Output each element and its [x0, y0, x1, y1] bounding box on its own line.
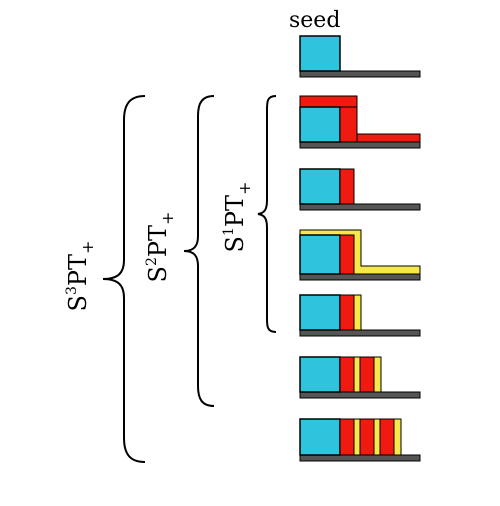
- base-strip: [299, 273, 421, 281]
- red-tile: [339, 418, 355, 456]
- assembly-row-seed: [299, 35, 421, 78]
- red-tile: [359, 356, 375, 393]
- yellow-tile: [373, 356, 382, 393]
- red-tile: [339, 106, 358, 143]
- brace-label-s1: S1PT+: [221, 182, 254, 253]
- assembly-row-7: [299, 418, 421, 462]
- seed-tile: [299, 35, 341, 72]
- brace-s1: [257, 95, 277, 333]
- yellow-tile: [353, 418, 361, 456]
- yellow-tile: [353, 356, 361, 393]
- base-strip: [299, 203, 421, 211]
- brace-label-s2: S2PT+: [144, 212, 177, 283]
- red-tile: [359, 418, 375, 456]
- brace-s2: [183, 95, 215, 407]
- svg-text:S1PT+: S1PT+: [221, 182, 254, 253]
- base-strip: [299, 141, 421, 149]
- assembly-row-2: [299, 95, 421, 149]
- yellow-tile: [373, 418, 381, 456]
- base-strip: [299, 329, 421, 337]
- base-strip: [299, 70, 421, 78]
- brace-label-s3: S3PT+: [64, 241, 97, 312]
- seed-tile: [299, 294, 341, 331]
- red-tile: [339, 234, 355, 275]
- base-strip: [299, 454, 421, 462]
- brace-s3: [102, 95, 146, 463]
- svg-text:S3PT+: S3PT+: [64, 241, 97, 312]
- assembly-row-4: [299, 229, 421, 281]
- yellow-tile: [353, 294, 362, 331]
- assembly-row-3: [299, 168, 421, 211]
- assembly-row-6: [299, 356, 421, 399]
- seed-label: seed: [289, 8, 340, 33]
- red-tile: [339, 356, 355, 393]
- seed-tile: [299, 234, 341, 275]
- base-strip: [299, 391, 421, 399]
- red-tile: [339, 294, 355, 331]
- seed-tile: [299, 168, 341, 205]
- red-tile: [339, 168, 355, 205]
- red-tile: [379, 418, 395, 456]
- seed-tile: [299, 418, 341, 456]
- svg-text:S2PT+: S2PT+: [144, 212, 177, 283]
- seed-tile: [299, 106, 341, 143]
- seed-tile: [299, 356, 341, 393]
- assembly-row-5: [299, 294, 421, 337]
- yellow-tile: [393, 418, 402, 456]
